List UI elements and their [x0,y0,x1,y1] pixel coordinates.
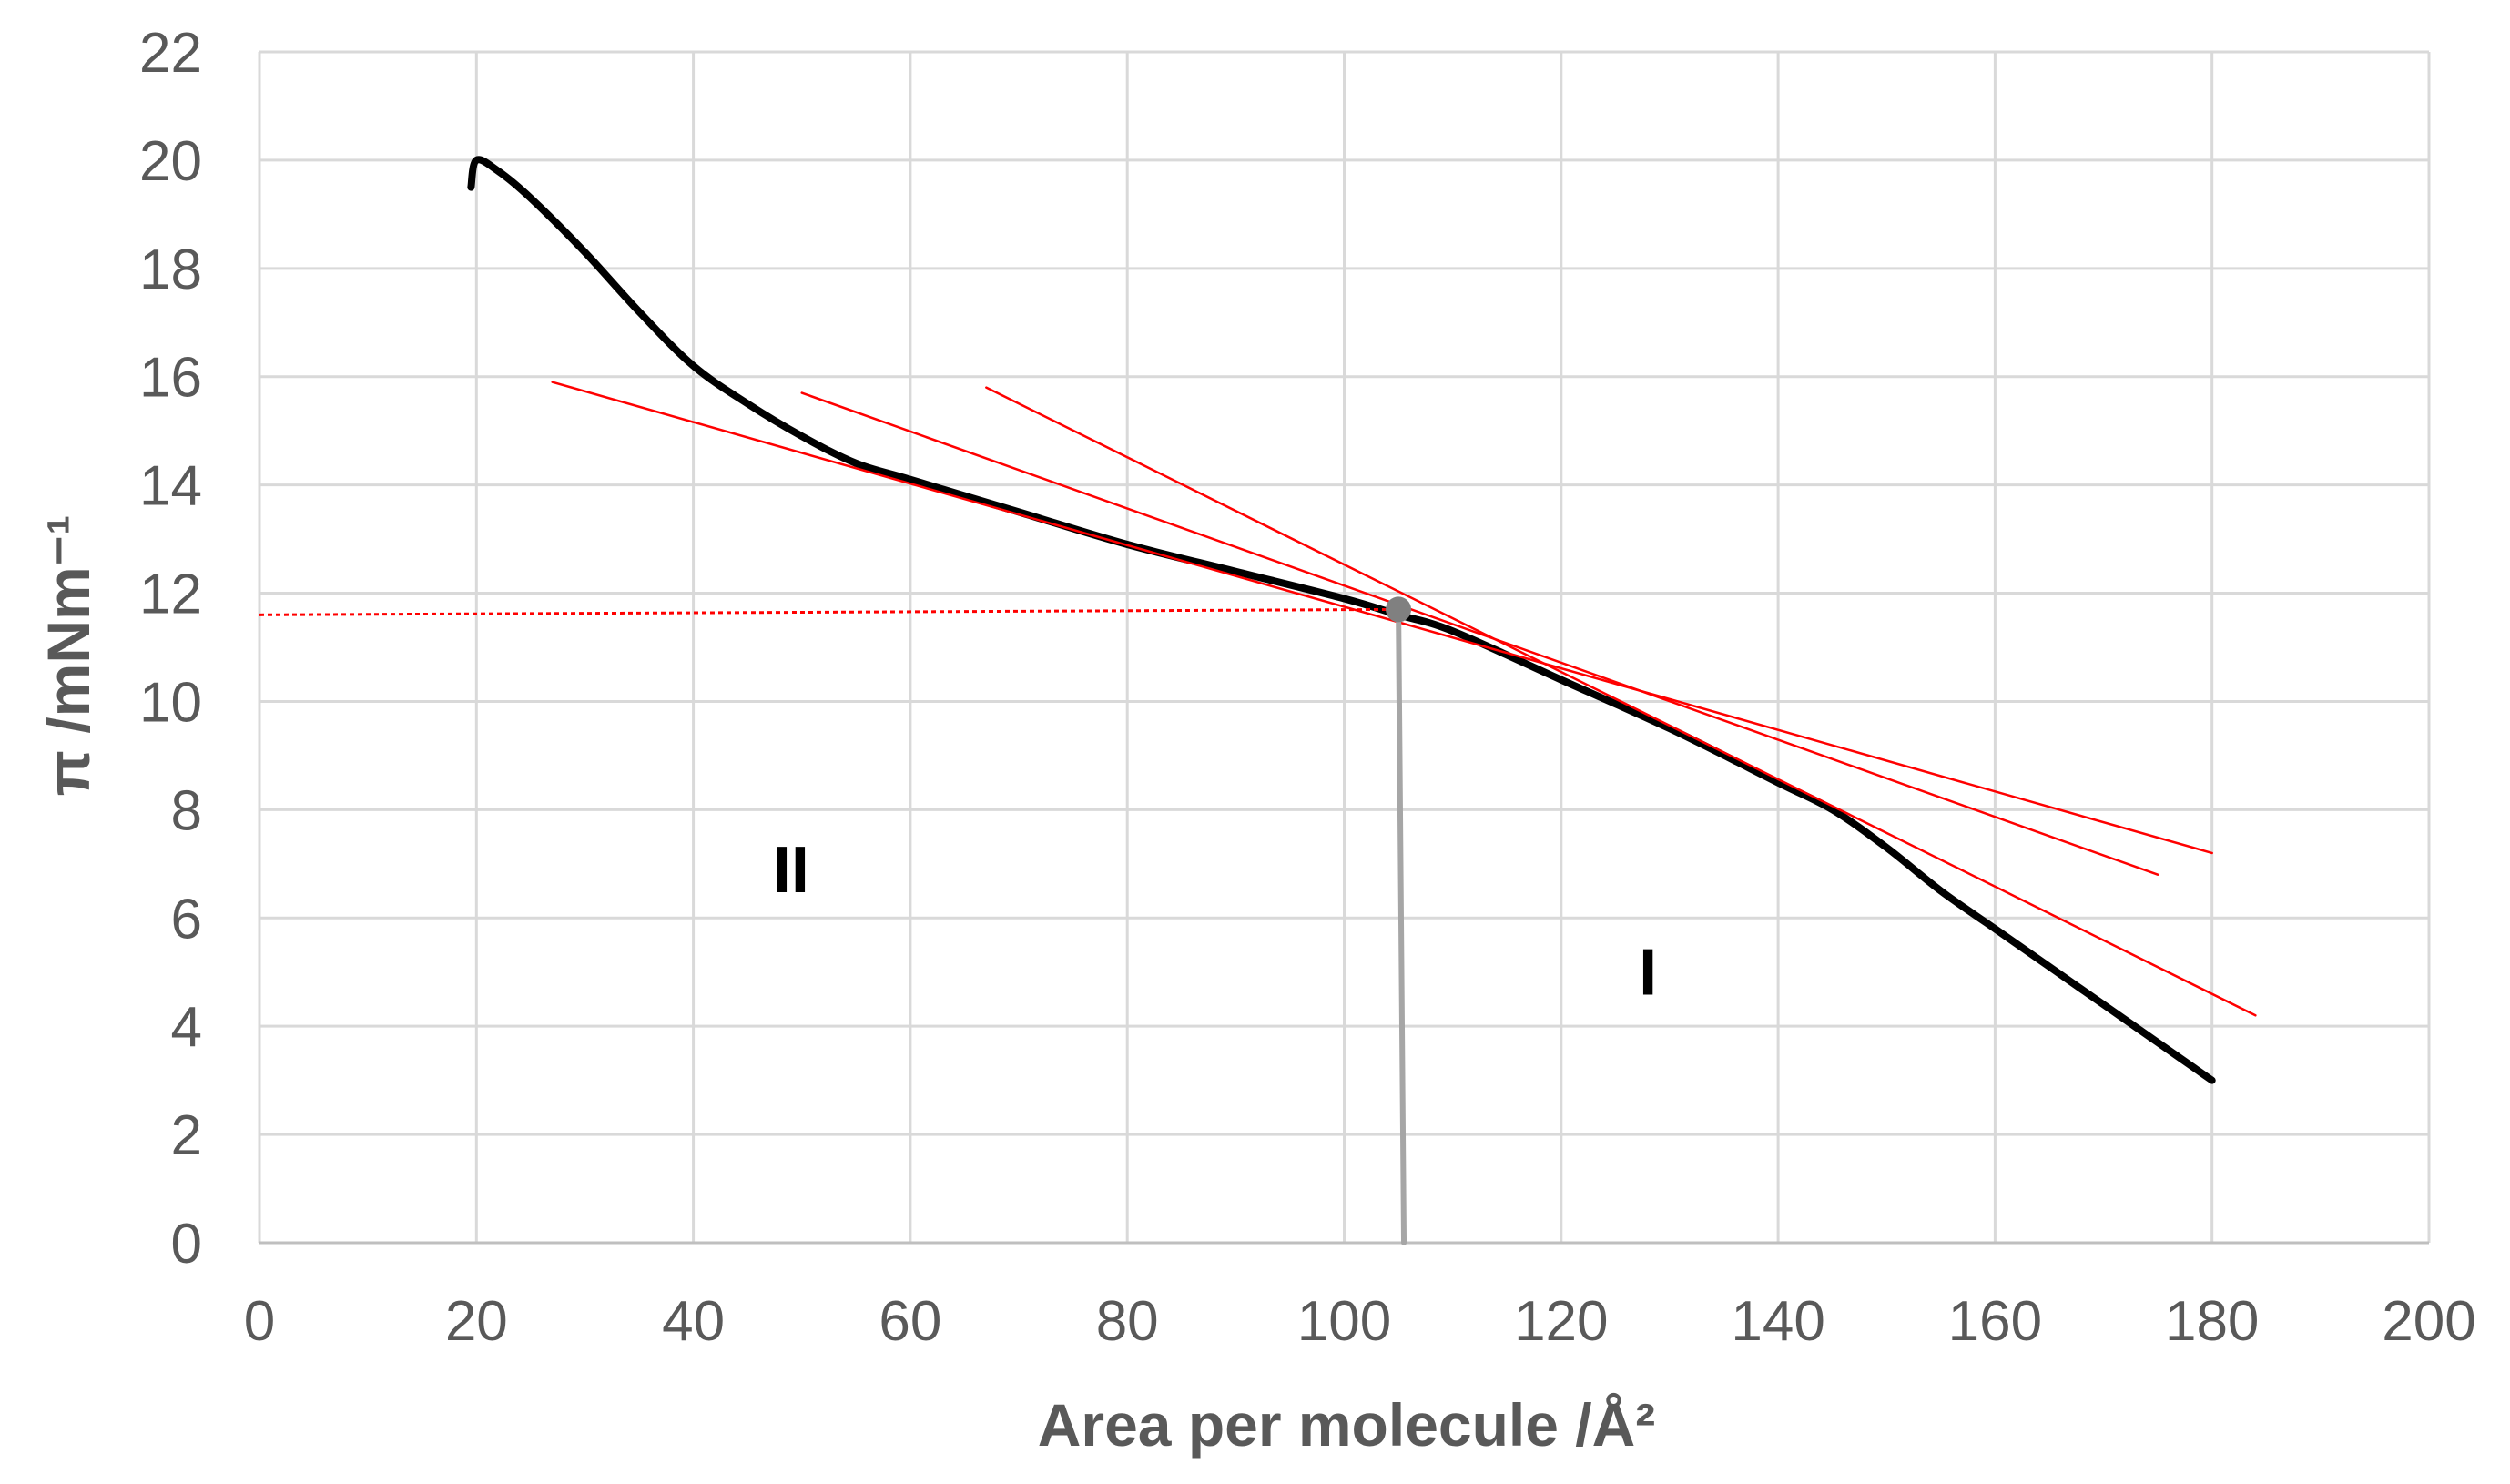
x-tick-label: 120 [1514,1290,1608,1353]
y-axis-title: π /mNm⁻¹ [35,514,102,796]
chart-grid [258,50,2431,1245]
y-tick-label: 16 [139,347,202,410]
x-axis-ticks: 0 20 40 60 80 100 120 140 160 180 200 [244,1290,2476,1353]
y-tick-label: 18 [139,239,202,301]
x-tick-label: 40 [662,1290,725,1353]
tangent-1-line [551,381,2213,855]
x-tick-label: 20 [445,1290,508,1353]
vertical-drop-line [1396,606,1407,1245]
y-tick-label: 2 [171,1104,202,1167]
chart-series [259,156,2257,1245]
x-tick-label: 160 [1948,1290,2042,1353]
x-tick-label: 180 [2165,1290,2259,1353]
x-tick-label: 80 [1096,1290,1159,1353]
tangent-2-line [800,391,2159,876]
x-axis-title: Area per molecule /Å² [1038,1391,1656,1459]
intersection-point [1386,596,1412,623]
y-tick-label: 22 [139,22,202,85]
y-tick-label: 0 [171,1213,202,1276]
isotherm-line [467,156,2216,1084]
chart-annotations: III [773,834,1657,1010]
x-tick-label: 140 [1731,1290,1824,1353]
y-tick-label: 12 [139,564,202,626]
region-label: I [1639,937,1657,1010]
y-tick-label: 20 [139,130,202,193]
x-tick-label: 60 [879,1290,941,1353]
tangent-3-line [985,386,2257,1017]
y-tick-label: 14 [139,455,202,518]
x-tick-label: 100 [1297,1290,1391,1353]
y-tick-label: 10 [139,671,202,734]
region-label: II [773,834,809,907]
y-tick-label: 8 [171,779,202,842]
x-tick-label: 200 [2382,1290,2475,1353]
y-tick-label: 6 [171,888,202,950]
horizontal-guide-line [259,607,1399,616]
x-tick-label: 0 [244,1290,275,1353]
y-tick-label: 4 [171,996,202,1059]
y-axis-ticks: 0 2 4 6 8 10 12 14 16 18 20 22 [139,22,202,1276]
